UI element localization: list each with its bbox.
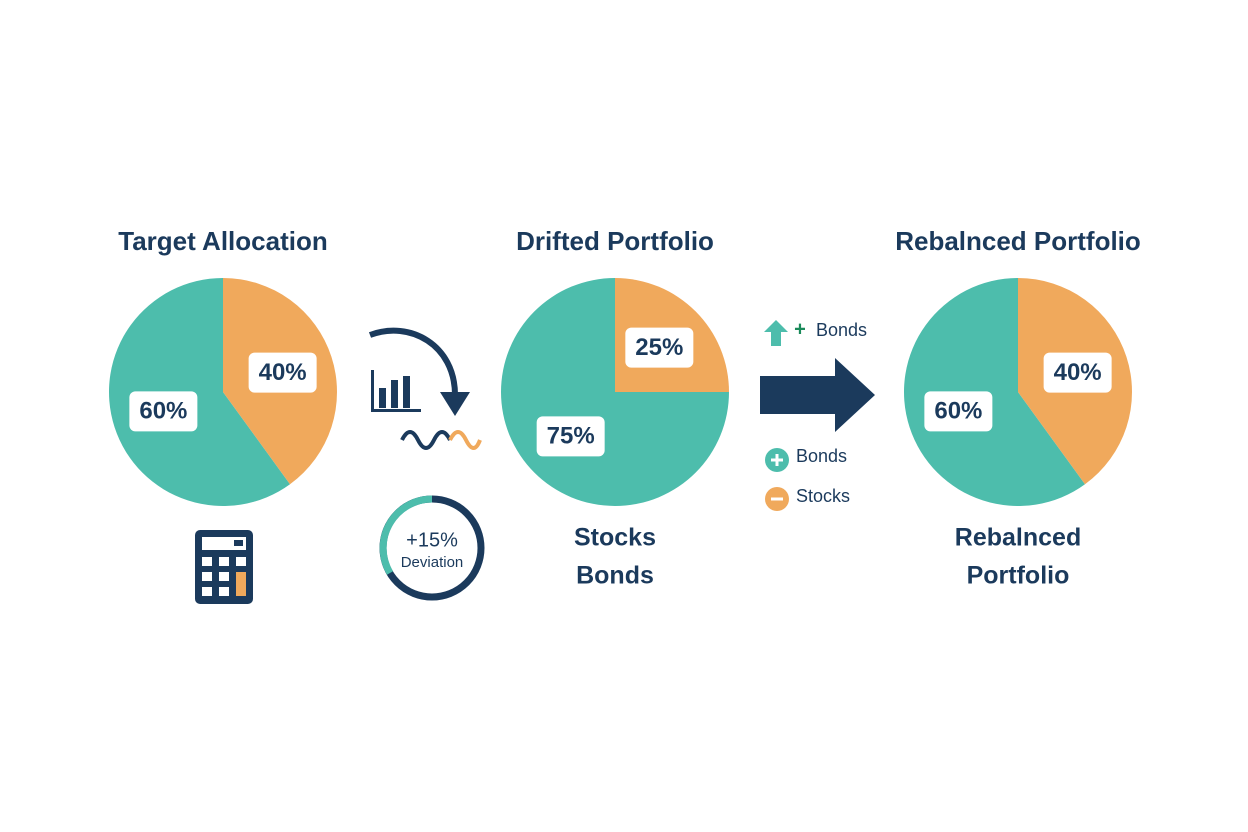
calculator-icon — [195, 530, 253, 604]
caption: Rebalnced — [955, 524, 1081, 552]
value-label: 40% — [1054, 359, 1102, 386]
chart-title: Rebalnced Portfolio — [895, 226, 1141, 256]
value-label: 40% — [259, 359, 307, 386]
value-label-box — [129, 391, 198, 432]
curved-arrow — [368, 327, 470, 416]
big-arrow — [760, 358, 875, 432]
value-label-box — [248, 352, 317, 393]
value-label: 25% — [635, 334, 683, 361]
value-label-box — [536, 416, 605, 457]
pie-slice — [108, 278, 291, 506]
chart-title: Target Allocation — [118, 226, 327, 256]
value-label: 60% — [139, 398, 187, 425]
action-label: Stocks — [796, 486, 850, 506]
value-label: 60% — [934, 398, 982, 425]
action-label: Bonds — [816, 320, 867, 340]
value-label-box — [924, 391, 993, 432]
caption: Stocks — [574, 524, 656, 552]
bar-chart-icon — [371, 370, 421, 412]
plus-circle-icon — [771, 454, 783, 466]
caption: Bonds — [576, 562, 654, 590]
deviation-ring-accent — [379, 495, 433, 575]
value-label-box — [625, 327, 694, 368]
value-label-box — [1043, 352, 1112, 393]
caption: Portfolio — [967, 562, 1070, 590]
plus-icon: + — [794, 318, 806, 340]
chart-title: Drifted Portfolio — [516, 226, 714, 256]
deviation-label: Deviation — [401, 554, 464, 571]
wave-icon — [400, 430, 452, 450]
up-arrow-icon — [764, 320, 788, 346]
pie-slice — [904, 278, 1086, 506]
deviation-value: +15% — [406, 529, 458, 551]
value-label: 75% — [547, 423, 595, 450]
action-label: Bonds — [796, 446, 847, 466]
wave-icon — [448, 430, 482, 450]
